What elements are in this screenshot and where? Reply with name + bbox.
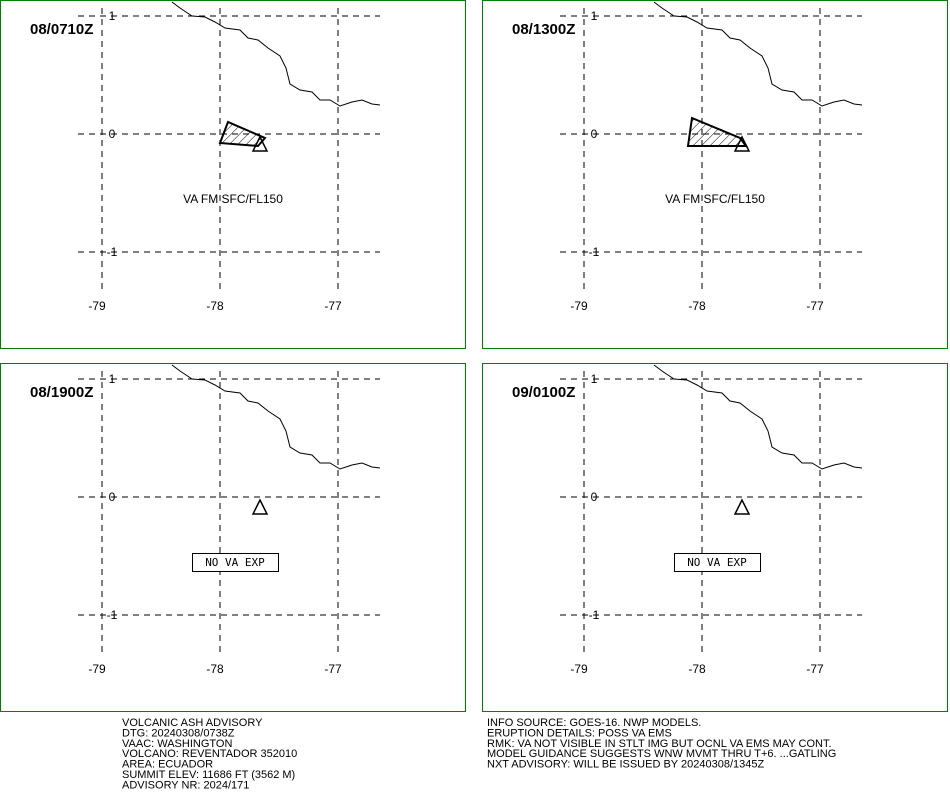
latitude-label: 1 — [591, 9, 598, 23]
panel-border — [482, 363, 948, 712]
latitude-label: 0 — [109, 490, 116, 504]
longitude-label: -77 — [324, 299, 342, 313]
coastline — [653, 1, 863, 107]
ash-area — [218, 120, 267, 148]
longitude-label: -79 — [570, 299, 588, 313]
footer-line: MODEL GUIDANCE SUGGESTS WNW MVMT THRU T+… — [487, 748, 836, 760]
coastline — [171, 1, 381, 107]
valid-time: 09/0100Z — [512, 384, 575, 401]
no-ash-annotation: NO VA EXP — [687, 556, 747, 569]
longitude-label: -78 — [688, 299, 706, 313]
latitude-label: 0 — [591, 490, 598, 504]
footer-line: RMK: VA NOT VISIBLE IN STLT IMG BUT OCNL… — [487, 738, 832, 750]
valid-time: 08/1300Z — [512, 21, 575, 38]
footer-line: SUMMIT ELEV: 11686 FT (3562 M) — [122, 769, 295, 781]
latitude-label: 0 — [591, 127, 598, 141]
longitude-label: -79 — [88, 662, 106, 676]
panel-border — [482, 0, 948, 349]
longitude-label: -79 — [570, 662, 588, 676]
latitude-label: 1 — [109, 372, 116, 386]
map-panel: 1 0 -1 -79 -78 -77 08/1900Z NO VA EXP — [0, 363, 466, 712]
volcano-symbol — [251, 135, 269, 152]
ash-annotation: VA FM SFC/FL150 — [183, 192, 283, 206]
footer-line: VOLCANIC ASH ADVISORY — [122, 717, 263, 729]
footer-line: ERUPTION DETAILS: POSS VA EMS — [487, 727, 672, 739]
ash-annotation: VA FM SFC/FL150 — [665, 192, 765, 206]
latitude-label: 1 — [109, 9, 116, 23]
annotation-box — [674, 553, 761, 572]
valid-time: 08/1900Z — [30, 384, 93, 401]
map-panel: 1 0 -1 -79 -78 -77 08/0710Z VA FM SFC/FL150 — [0, 0, 466, 349]
map-panel: 1 0 -1 -79 -78 -77 09/0100Z NO VA EXP — [482, 363, 948, 712]
latitude-label: -1 — [107, 245, 118, 259]
latitude-label: -1 — [589, 245, 600, 259]
valid-time: 08/0710Z — [30, 21, 93, 38]
footer-line: VAAC: WASHINGTON — [122, 738, 232, 750]
map-panel: 1 0 -1 -79 -78 -77 08/1300Z VA FM SFC/FL150 — [482, 0, 948, 349]
coastline — [653, 364, 863, 470]
ash-area — [686, 116, 748, 147]
footer-line: INFO SOURCE: GOES-16. NWP MODELS. — [487, 717, 701, 729]
footer-line: ADVISORY NR: 2024/171 — [122, 779, 249, 791]
panel-border — [0, 363, 466, 712]
longitude-label: -79 — [88, 299, 106, 313]
longitude-label: -78 — [688, 662, 706, 676]
longitude-label: -77 — [806, 299, 824, 313]
latitude-label: -1 — [589, 608, 600, 622]
footer-line: DTG: 20240308/0738Z — [122, 727, 235, 739]
volcano-symbol — [733, 135, 751, 152]
volcano-symbol — [733, 498, 751, 515]
longitude-label: -78 — [206, 299, 224, 313]
volcano-symbol — [251, 498, 269, 515]
footer-line: NXT ADVISORY: WILL BE ISSUED BY 20240308… — [487, 759, 764, 771]
longitude-label: -77 — [324, 662, 342, 676]
latitude-label: 1 — [591, 372, 598, 386]
footer-line: VOLCANO: REVENTADOR 352010 — [122, 748, 297, 760]
annotation-box — [192, 553, 279, 572]
coastline — [171, 364, 381, 470]
no-ash-annotation: NO VA EXP — [205, 556, 265, 569]
longitude-label: -77 — [806, 662, 824, 676]
latitude-label: -1 — [107, 608, 118, 622]
latitude-label: 0 — [109, 127, 116, 141]
footer-line: AREA: ECUADOR — [122, 759, 213, 771]
panel-border — [0, 0, 466, 349]
longitude-label: -78 — [206, 662, 224, 676]
